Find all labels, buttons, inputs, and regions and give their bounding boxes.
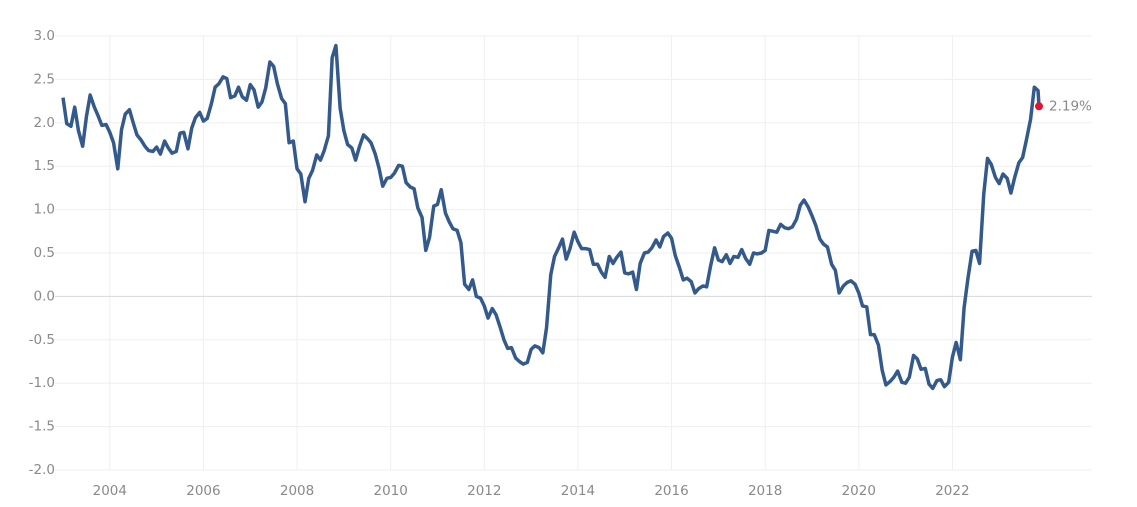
y-tick-label: 2.5 — [34, 71, 55, 87]
x-tick-label: 2018 — [748, 483, 782, 499]
x-tick-label: 2004 — [93, 483, 127, 499]
y-tick-label: 0.0 — [34, 288, 55, 304]
x-tick-label: 2012 — [467, 483, 501, 499]
y-tick-label: 2.0 — [34, 115, 55, 131]
y-tick-label: -1.0 — [29, 375, 55, 391]
end-point — [1035, 102, 1043, 111]
y-tick-label: -1.5 — [29, 419, 55, 435]
end-label: 2.19% — [1049, 98, 1092, 114]
x-tick-label: 2022 — [935, 483, 969, 499]
y-tick-label: -2.0 — [29, 462, 55, 478]
y-tick-label: 1.5 — [34, 158, 55, 174]
x-tick-label: 2016 — [654, 483, 688, 499]
y-tick-label: -0.5 — [29, 332, 55, 348]
y-tick-label: 1.0 — [34, 202, 55, 218]
x-tick-label: 2008 — [280, 483, 314, 499]
x-tick-label: 2020 — [842, 483, 876, 499]
x-tick-label: 2014 — [561, 483, 595, 499]
x-tick-label: 2010 — [373, 483, 407, 499]
y-tick-label: 3.0 — [34, 28, 55, 44]
y-tick-label: 0.5 — [34, 245, 55, 261]
x-tick-label: 2006 — [186, 483, 220, 499]
line — [61, 43, 1041, 391]
